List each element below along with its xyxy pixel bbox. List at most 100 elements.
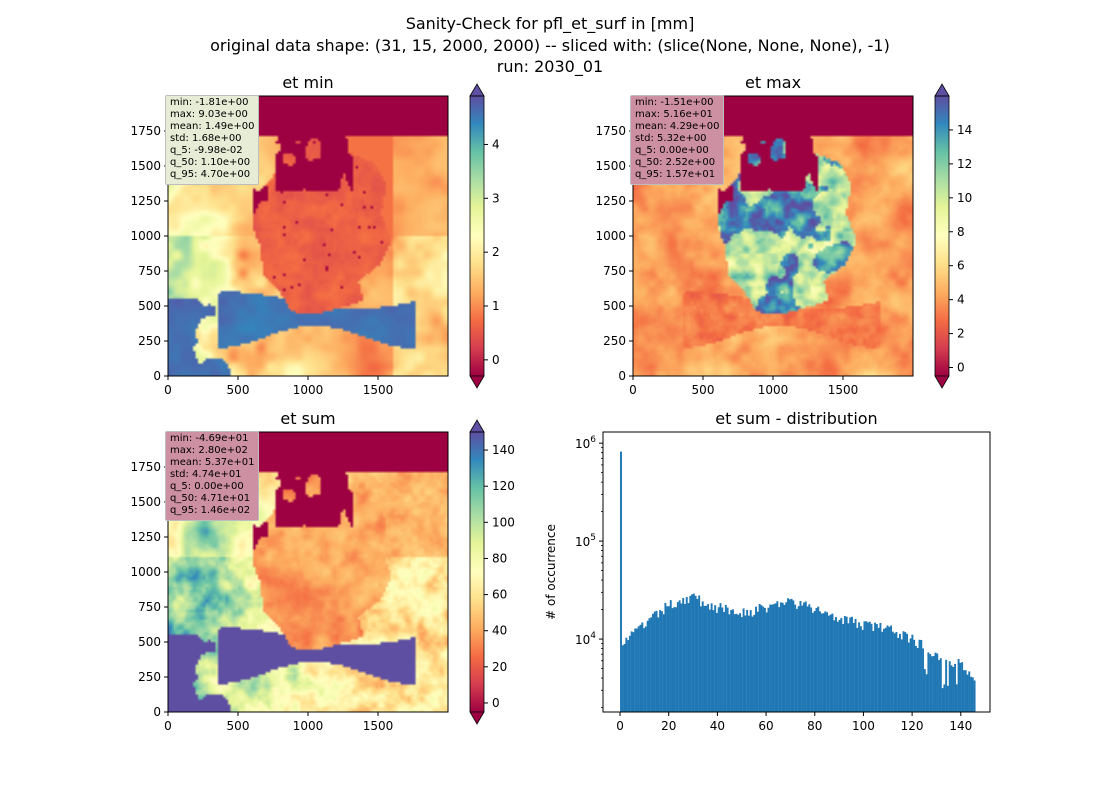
histogram-bar bbox=[664, 603, 667, 712]
panel-title: et sum bbox=[280, 409, 335, 428]
histogram-bar bbox=[934, 652, 937, 712]
colorbar-tick-label: 8 bbox=[957, 225, 965, 239]
colorbar-tick-label: 20 bbox=[492, 660, 507, 674]
histogram-bar bbox=[623, 643, 626, 712]
x-tick-label: 1000 bbox=[293, 383, 324, 397]
y-axis-label: # of occurrence bbox=[544, 524, 558, 620]
y-tick-label: 0 bbox=[153, 369, 161, 383]
histogram-bar bbox=[739, 613, 742, 712]
histogram-bar bbox=[957, 659, 960, 712]
histogram-bar bbox=[966, 674, 969, 712]
histogram-bar bbox=[870, 623, 873, 712]
histogram-bar bbox=[772, 604, 775, 712]
histogram-bar bbox=[906, 633, 909, 712]
histogram-bar bbox=[701, 601, 704, 712]
histogram-bar bbox=[927, 652, 930, 712]
y-tick-label: 1250 bbox=[130, 530, 161, 544]
histogram-bar bbox=[909, 638, 912, 712]
histogram-bar bbox=[648, 618, 651, 712]
figure-title-line-2: original data shape: (31, 15, 2000, 2000… bbox=[210, 36, 890, 55]
histogram-bar bbox=[950, 665, 953, 712]
histogram-bar bbox=[657, 617, 660, 712]
y-tick-label: 1000 bbox=[130, 229, 161, 243]
histogram-bar bbox=[687, 603, 690, 712]
histogram-bar bbox=[669, 600, 672, 712]
histogram-bar bbox=[662, 614, 665, 712]
histogram-bar bbox=[707, 604, 710, 712]
histogram-bar bbox=[652, 613, 654, 712]
histogram-bar bbox=[877, 627, 880, 712]
histogram-bar bbox=[865, 621, 868, 712]
histogram-bar bbox=[961, 662, 964, 712]
histogram-bar bbox=[861, 629, 864, 712]
colorbar-extend-min bbox=[469, 375, 485, 389]
histogram-bar bbox=[712, 610, 715, 712]
histogram-bar bbox=[637, 626, 640, 712]
stats-line: q_5: -9.98e-02 bbox=[170, 145, 243, 156]
x-tick-label: 1500 bbox=[363, 383, 394, 397]
histogram-bar bbox=[833, 620, 836, 712]
histogram-bar bbox=[970, 676, 972, 712]
histogram-bar bbox=[845, 616, 848, 712]
stats-line: mean: 4.29e+00 bbox=[635, 121, 720, 132]
colorbar-tick-label: 140 bbox=[492, 443, 515, 457]
histogram-bar bbox=[929, 654, 932, 712]
stats-line: max: 9.03e+00 bbox=[170, 109, 248, 120]
x-tick-label: 0 bbox=[629, 383, 637, 397]
histogram-bar bbox=[621, 645, 624, 712]
stats-line: q_95: 4.70e+00 bbox=[170, 169, 251, 180]
stats-line: min: -1.51e+00 bbox=[635, 97, 714, 108]
histogram-bar bbox=[879, 622, 882, 712]
histogram-bar bbox=[728, 614, 731, 712]
histogram-bar bbox=[810, 607, 813, 712]
histogram-bar bbox=[849, 617, 852, 712]
histogram-bar bbox=[763, 607, 766, 712]
stats-line: max: 2.80e+02 bbox=[170, 445, 248, 456]
histogram-bar bbox=[872, 631, 875, 712]
histogram-bar bbox=[689, 595, 692, 712]
histogram-bar bbox=[685, 596, 688, 712]
histogram-bar bbox=[962, 670, 965, 712]
colorbar-tick-label: 1 bbox=[492, 299, 500, 313]
x-tick-label: 120 bbox=[901, 719, 924, 733]
histogram-bar bbox=[699, 606, 702, 712]
histogram-bar bbox=[811, 612, 814, 712]
histogram-bar bbox=[943, 684, 946, 712]
histogram-bar bbox=[644, 626, 647, 712]
histogram-bar bbox=[668, 606, 670, 712]
stats-line: max: 5.16e+01 bbox=[635, 109, 713, 120]
stats-line: min: -4.69e+01 bbox=[170, 433, 249, 444]
histogram-bar bbox=[675, 607, 678, 712]
histogram-bar bbox=[719, 603, 722, 712]
panel-title: et max bbox=[745, 73, 801, 92]
histogram-bar bbox=[891, 631, 894, 712]
histogram-bar bbox=[776, 601, 779, 712]
histogram-bar bbox=[948, 661, 951, 712]
stats-line: q_95: 1.57e+01 bbox=[635, 169, 716, 180]
panel-title: et sum - distribution bbox=[715, 409, 877, 428]
colorbar-frame bbox=[934, 95, 950, 376]
x-tick-label: 40 bbox=[710, 719, 725, 733]
histogram-bar bbox=[930, 656, 933, 712]
colorbar-tick-label: 4 bbox=[957, 293, 965, 307]
colorbar-tick-label: 2 bbox=[492, 245, 500, 259]
histogram-bar bbox=[854, 618, 857, 712]
y-tick-base: 10 bbox=[575, 437, 590, 451]
histogram-bar bbox=[856, 627, 859, 712]
histogram-bar bbox=[758, 604, 761, 712]
histogram-bar bbox=[973, 680, 976, 712]
x-tick-label: 1500 bbox=[828, 383, 859, 397]
histogram-bar bbox=[895, 631, 898, 712]
colorbar-tick-label: 14 bbox=[957, 123, 972, 137]
y-tick-label: 500 bbox=[603, 299, 626, 313]
y-tick-label: 104 bbox=[575, 631, 596, 647]
histogram-bar bbox=[749, 610, 752, 712]
histogram-bar bbox=[756, 611, 759, 712]
histogram-bar bbox=[959, 662, 962, 712]
histogram-bar bbox=[797, 606, 800, 712]
y-tick-label: 105 bbox=[575, 533, 596, 549]
colorbar-extend-max bbox=[469, 83, 485, 97]
stats-line: q_5: 0.00e+00 bbox=[170, 481, 244, 492]
histogram-bar bbox=[799, 600, 802, 712]
